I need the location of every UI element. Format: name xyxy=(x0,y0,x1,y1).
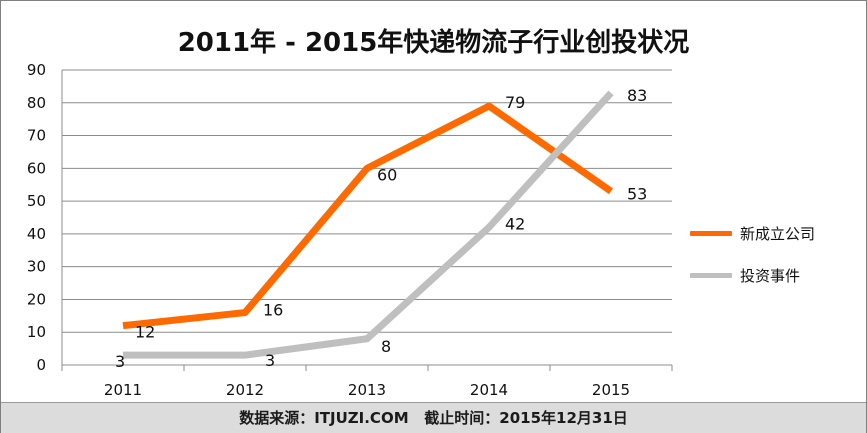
y-tick-label: 80 xyxy=(27,94,46,112)
footer-bar: 数据来源：ITJUZI.COM 截止时间：2015年12月31日 xyxy=(1,402,866,433)
series-line-0 xyxy=(122,102,614,330)
legend-label-new-companies: 新成立公司 xyxy=(740,224,816,243)
x-tick-label: 2013 xyxy=(348,381,386,399)
data-label: 83 xyxy=(627,86,647,105)
data-label: 79 xyxy=(505,93,525,112)
y-tick-label: 50 xyxy=(27,192,46,210)
data-label: 8 xyxy=(381,337,391,356)
x-tick-label: 2015 xyxy=(592,381,630,399)
legend-label-investments: 投资事件 xyxy=(740,266,801,285)
y-tick-label: 30 xyxy=(27,258,46,276)
data-label: 42 xyxy=(505,214,525,233)
data-label: 16 xyxy=(263,301,283,320)
y-tick-label: 60 xyxy=(27,159,46,177)
y-tick-label: 20 xyxy=(27,290,46,308)
legend-swatch-new-companies xyxy=(690,230,732,236)
chart-title: 2011年 - 2015年快递物流子行业创投状况 xyxy=(177,28,690,58)
series-line-1 xyxy=(123,90,614,359)
y-tick-label: 0 xyxy=(36,356,46,374)
y-tick-label: 40 xyxy=(27,225,46,243)
legend-item-new-companies: 新成立公司 xyxy=(690,222,860,244)
data-label: 3 xyxy=(115,352,125,371)
legend: 新成立公司 投资事件 xyxy=(690,222,860,306)
data-label: 60 xyxy=(377,165,397,184)
x-tick-label: 2011 xyxy=(104,381,142,399)
x-tick-label: 2014 xyxy=(470,381,508,399)
footer-source: 数据来源：ITJUZI.COM xyxy=(239,409,409,427)
legend-item-investments: 投资事件 xyxy=(690,264,860,286)
y-tick-label: 90 xyxy=(27,61,46,79)
footer-cutoff: 截止时间：2015年12月31日 xyxy=(424,409,628,427)
data-label: 53 xyxy=(627,184,647,203)
y-tick-label: 70 xyxy=(27,127,46,145)
y-tick-label: 10 xyxy=(27,323,46,341)
data-label: 3 xyxy=(265,351,275,370)
legend-swatch-investments xyxy=(690,272,732,278)
x-tick-label: 2012 xyxy=(226,381,264,399)
data-label: 12 xyxy=(135,323,155,342)
